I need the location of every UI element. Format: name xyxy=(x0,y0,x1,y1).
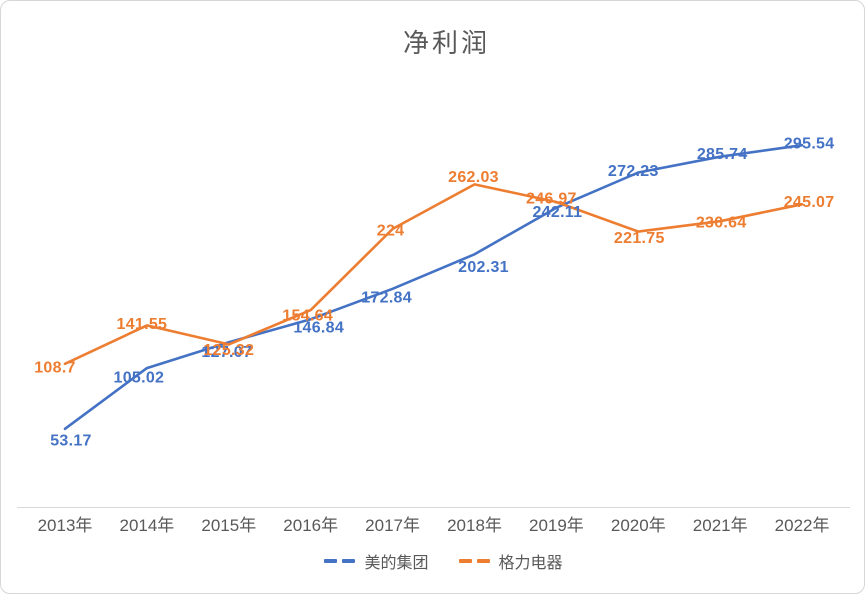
x-tick-label: 2014年 xyxy=(119,516,174,535)
data-point-label: 245.07 xyxy=(784,194,835,211)
data-point-label: 285.74 xyxy=(697,146,748,163)
data-point-label: 272.23 xyxy=(608,163,659,180)
x-tick-label: 2013年 xyxy=(38,516,93,535)
legend: 美的集团 格力电器 xyxy=(1,549,864,573)
legend-label-midea: 美的集团 xyxy=(364,555,429,572)
data-point-label: 295.54 xyxy=(784,136,835,153)
chart-title: 净利润 xyxy=(402,28,490,58)
data-point-label: 242.11 xyxy=(532,204,582,221)
series-line xyxy=(63,143,804,431)
data-point-label: 221.75 xyxy=(614,230,665,247)
line-series-dash-icon xyxy=(324,559,356,563)
data-point-label: 146.84 xyxy=(293,320,344,337)
legend-item-midea[interactable]: 美的集团 xyxy=(324,549,429,573)
data-point-label: 224 xyxy=(377,222,405,239)
x-tick-label: 2021年 xyxy=(693,516,748,535)
legend-label-gree: 格力电器 xyxy=(498,555,563,572)
data-point-label: 108.7 xyxy=(34,359,76,376)
data-point-label: 125.32 xyxy=(203,342,254,359)
x-tick-label: 2016年 xyxy=(283,516,338,535)
data-point-label: 127.07 xyxy=(201,344,252,361)
x-tick-label: 2015年 xyxy=(201,516,256,535)
data-point-label: 262.03 xyxy=(448,169,499,186)
data-point-label: 202.31 xyxy=(458,259,509,276)
legend-item-gree[interactable]: 格力电器 xyxy=(458,549,563,573)
data-point-label: 230.64 xyxy=(696,215,747,232)
data-point-label: 154.64 xyxy=(282,308,333,325)
x-tick-label: 2018年 xyxy=(447,516,502,535)
data-point-label: 105.02 xyxy=(114,370,165,387)
data-point-label: 246.97 xyxy=(526,191,577,208)
x-tick-label: 2019年 xyxy=(529,516,584,535)
x-tick-label: 2022年 xyxy=(775,516,830,535)
x-tick-label: 2020年 xyxy=(611,516,666,535)
data-point-label: 53.17 xyxy=(50,432,92,449)
series-line xyxy=(63,183,804,366)
data-point-label: 141.55 xyxy=(117,316,168,333)
data-point-label: 172.84 xyxy=(361,289,412,306)
x-tick-label: 2017年 xyxy=(365,516,420,535)
line-series-dash-icon xyxy=(458,559,490,563)
